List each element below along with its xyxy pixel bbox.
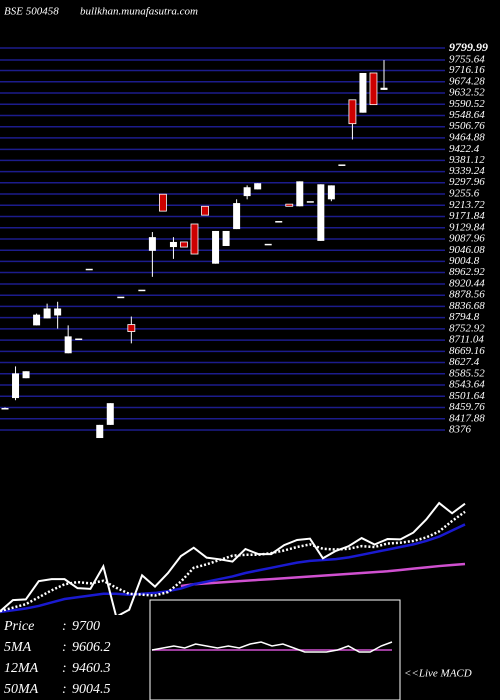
- legend-sep: :: [62, 619, 67, 634]
- y-tick-label: 8878.56: [449, 289, 485, 301]
- y-tick-label: 9799.99: [449, 40, 488, 54]
- y-tick-label: 9213.72: [449, 199, 485, 211]
- legend-value: 9700: [72, 619, 100, 634]
- candle-body: [180, 241, 188, 248]
- candle-body: [12, 373, 20, 399]
- candle-body: [54, 308, 62, 316]
- candle-body: [117, 296, 125, 299]
- y-tick-label: 9297.96: [449, 176, 485, 188]
- indicator-line: [180, 562, 466, 588]
- legend-sep: :: [62, 682, 67, 697]
- candle-body: [22, 371, 30, 379]
- y-tick-label: 8752.92: [449, 322, 485, 334]
- legend-sep: :: [62, 640, 67, 655]
- candle-body: [43, 308, 51, 319]
- legend-sep: :: [62, 661, 67, 676]
- candle-body: [190, 223, 199, 255]
- y-tick-label: 9129.84: [449, 221, 485, 233]
- candle-body: [106, 403, 114, 425]
- candle-body: [159, 193, 167, 212]
- candle-body: [327, 185, 335, 200]
- y-tick-label: 9464.88: [449, 131, 485, 143]
- candle-body: [222, 230, 230, 246]
- legend-name: 50MA: [4, 682, 39, 697]
- candle-body: [169, 241, 177, 248]
- candle-body: [275, 221, 283, 223]
- y-tick-label: 8962.92: [449, 266, 485, 278]
- candle-body: [138, 289, 146, 292]
- legend-name: 5MA: [4, 640, 32, 655]
- indicator-line: [0, 510, 466, 613]
- candle-body: [85, 268, 93, 271]
- y-tick-label: 8585.52: [449, 367, 485, 379]
- candle-body: [348, 99, 357, 125]
- y-tick-label: 9755.64: [449, 53, 485, 65]
- y-tick-label: 8920.44: [449, 277, 485, 289]
- y-tick-label: 9171.84: [449, 210, 485, 222]
- y-tick-label: 8836.68: [449, 300, 485, 312]
- macd-label: <<Live MACD: [404, 668, 472, 680]
- y-tick-label: 8711.04: [449, 334, 484, 346]
- candle-body: [64, 336, 72, 354]
- candle-body: [254, 183, 262, 190]
- y-tick-label: 9255.6: [449, 188, 480, 200]
- candle-body: [264, 243, 272, 246]
- y-tick-label: 8376: [449, 424, 472, 436]
- candle-body: [212, 230, 220, 264]
- candle-body: [359, 72, 367, 113]
- candle-body: [296, 181, 304, 207]
- y-tick-label: 8669.16: [449, 345, 485, 357]
- candle-body: [201, 205, 209, 216]
- y-tick-label: 9381.12: [449, 154, 485, 166]
- chart-title: BSE 500458: [4, 6, 59, 18]
- y-tick-label: 8794.8: [449, 311, 480, 323]
- y-tick-label: 8417.88: [449, 412, 485, 424]
- y-tick-label: 9004.8: [449, 255, 480, 267]
- y-tick-label: 9548.64: [449, 109, 485, 121]
- candle-body: [243, 187, 251, 197]
- candle-body: [380, 87, 388, 90]
- y-tick-label: 8501.64: [449, 390, 485, 402]
- macd-line: [151, 641, 393, 653]
- legend-value: 9460.3: [72, 661, 111, 676]
- legend-name: 12MA: [4, 661, 39, 676]
- chart-subtitle: bullkhan.munafasutra.com: [80, 6, 198, 18]
- y-tick-label: 9716.16: [449, 64, 485, 76]
- indicator-line: [0, 501, 466, 619]
- candle-body: [75, 338, 83, 341]
- candle-body: [306, 201, 314, 203]
- legend-value: 9606.2: [72, 640, 111, 655]
- y-tick-label: 9422.4: [449, 143, 480, 155]
- y-tick-label: 9632.52: [449, 86, 485, 98]
- y-tick-label: 9046.08: [449, 244, 485, 256]
- candle-body: [96, 424, 104, 439]
- candle-body: [317, 184, 325, 241]
- candle-body: [233, 203, 241, 230]
- y-tick-label: 9674.28: [449, 75, 485, 87]
- candle-body: [369, 72, 378, 106]
- y-tick-label: 9506.76: [449, 120, 485, 132]
- legend-value: 9004.5: [72, 682, 111, 697]
- y-tick-label: 8627.4: [449, 356, 480, 368]
- legend-box: [0, 615, 150, 700]
- indicator-line: [0, 523, 466, 614]
- candle-body: [285, 203, 294, 207]
- candle-body: [148, 237, 156, 251]
- candle-body: [127, 324, 136, 332]
- candle-body: [1, 407, 9, 410]
- legend-name: Price: [3, 619, 34, 634]
- y-tick-label: 9590.52: [449, 98, 485, 110]
- y-tick-label: 8459.76: [449, 401, 485, 413]
- candle-body: [33, 314, 41, 326]
- y-tick-label: 9339.24: [449, 165, 485, 177]
- y-tick-label: 9087.96: [449, 233, 485, 245]
- candle-body: [338, 164, 346, 166]
- y-tick-label: 8543.64: [449, 379, 485, 391]
